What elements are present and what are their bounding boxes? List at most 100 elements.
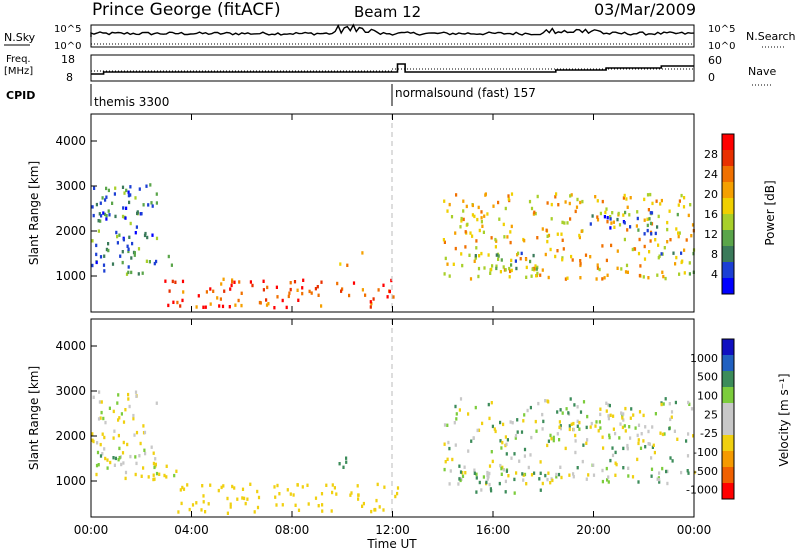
echo-cell <box>616 217 619 222</box>
echo-cell <box>688 402 691 406</box>
echo-cell <box>655 199 658 203</box>
echo-cell <box>678 272 681 276</box>
echo-cell <box>124 216 127 220</box>
echo-cell <box>525 265 528 270</box>
echo-cell <box>555 192 558 196</box>
echo-cell <box>107 248 110 253</box>
echo-cell <box>320 304 323 308</box>
echo-cell <box>265 303 269 307</box>
colorbar-tick-label: 25 <box>704 408 718 421</box>
echo-cell <box>505 469 508 473</box>
colorbar-swatch <box>722 403 734 420</box>
echo-cell <box>114 186 117 190</box>
echo-cell <box>122 461 125 465</box>
echo-cell <box>231 278 234 282</box>
echo-cell <box>585 441 588 445</box>
echo-cell <box>539 460 542 464</box>
echo-cell <box>561 256 564 260</box>
echo-cell <box>273 485 276 489</box>
echo-cell <box>636 210 639 214</box>
freq-line <box>91 63 694 75</box>
echo-cell <box>646 223 649 228</box>
echo-cell <box>140 212 143 216</box>
echo-cell <box>117 418 120 422</box>
echo-cell <box>460 216 463 221</box>
echo-cell <box>579 200 582 205</box>
echo-cell <box>117 393 120 397</box>
echo-cell <box>135 430 139 435</box>
echo-cell <box>240 303 243 308</box>
echo-cell <box>202 500 205 504</box>
echo-cell <box>594 195 597 199</box>
echo-cell <box>601 468 604 473</box>
echo-cell <box>525 257 528 262</box>
echo-cell <box>677 231 680 235</box>
echo-cell <box>333 486 336 490</box>
echo-cell <box>246 497 249 501</box>
echo-cell <box>155 259 158 264</box>
echo-cell <box>515 266 518 271</box>
echo-cell <box>443 272 446 276</box>
echo-cell <box>499 270 502 274</box>
echo-cell <box>643 197 646 202</box>
echo-cell <box>507 197 510 201</box>
echo-cell <box>637 438 640 442</box>
echo-cell <box>249 280 252 284</box>
echo-cell <box>182 290 185 294</box>
power-echoes <box>91 183 696 310</box>
echo-cell <box>617 211 620 216</box>
echo-cell <box>97 463 100 467</box>
echo-cell <box>526 408 529 413</box>
echo-cell <box>310 291 313 295</box>
echo-cell <box>174 280 177 284</box>
echo-cell <box>648 442 651 446</box>
echo-cell <box>493 427 496 431</box>
echo-cell <box>102 211 105 215</box>
echo-cell <box>544 399 547 403</box>
echo-cell <box>507 194 510 198</box>
echo-cell <box>568 473 571 477</box>
echo-cell <box>240 291 243 295</box>
echo-cell <box>544 473 547 478</box>
echo-cell <box>121 451 125 455</box>
echo-cell <box>585 425 588 430</box>
echo-cell <box>102 263 106 267</box>
echo-cell <box>155 201 158 205</box>
echo-cell <box>668 402 671 406</box>
echo-cell <box>547 275 550 280</box>
echo-cell <box>637 480 640 484</box>
echo-cell <box>566 276 569 280</box>
echo-cell <box>546 443 549 448</box>
echo-cell <box>580 229 583 233</box>
echo-cell <box>586 438 589 442</box>
echo-cell <box>579 259 582 263</box>
echo-cell <box>669 238 672 242</box>
echo-cell <box>491 459 494 464</box>
echo-cell <box>510 224 513 229</box>
echo-cell <box>629 416 632 420</box>
echo-cell <box>346 263 349 267</box>
echo-cell <box>98 390 101 394</box>
echo-cell <box>231 280 234 284</box>
echo-cell <box>173 473 176 478</box>
echo-cell <box>670 415 673 419</box>
echo-cell <box>390 278 393 283</box>
echo-cell <box>357 497 360 501</box>
colorbar-swatch <box>722 451 734 468</box>
echo-cell <box>498 217 501 221</box>
echo-cell <box>460 252 463 256</box>
echo-cell <box>482 475 485 479</box>
echo-cell <box>103 435 106 440</box>
echo-cell <box>91 239 94 243</box>
echo-cell <box>188 507 191 512</box>
echo-cell <box>144 231 147 236</box>
echo-cell <box>481 421 484 426</box>
echo-cell <box>666 227 669 232</box>
echo-cell <box>541 227 544 231</box>
echo-cell <box>477 274 480 279</box>
echo-cell <box>383 485 386 489</box>
echo-cell <box>642 413 645 418</box>
echo-cell <box>510 192 514 196</box>
echo-cell <box>91 432 94 436</box>
echo-cell <box>662 274 665 279</box>
